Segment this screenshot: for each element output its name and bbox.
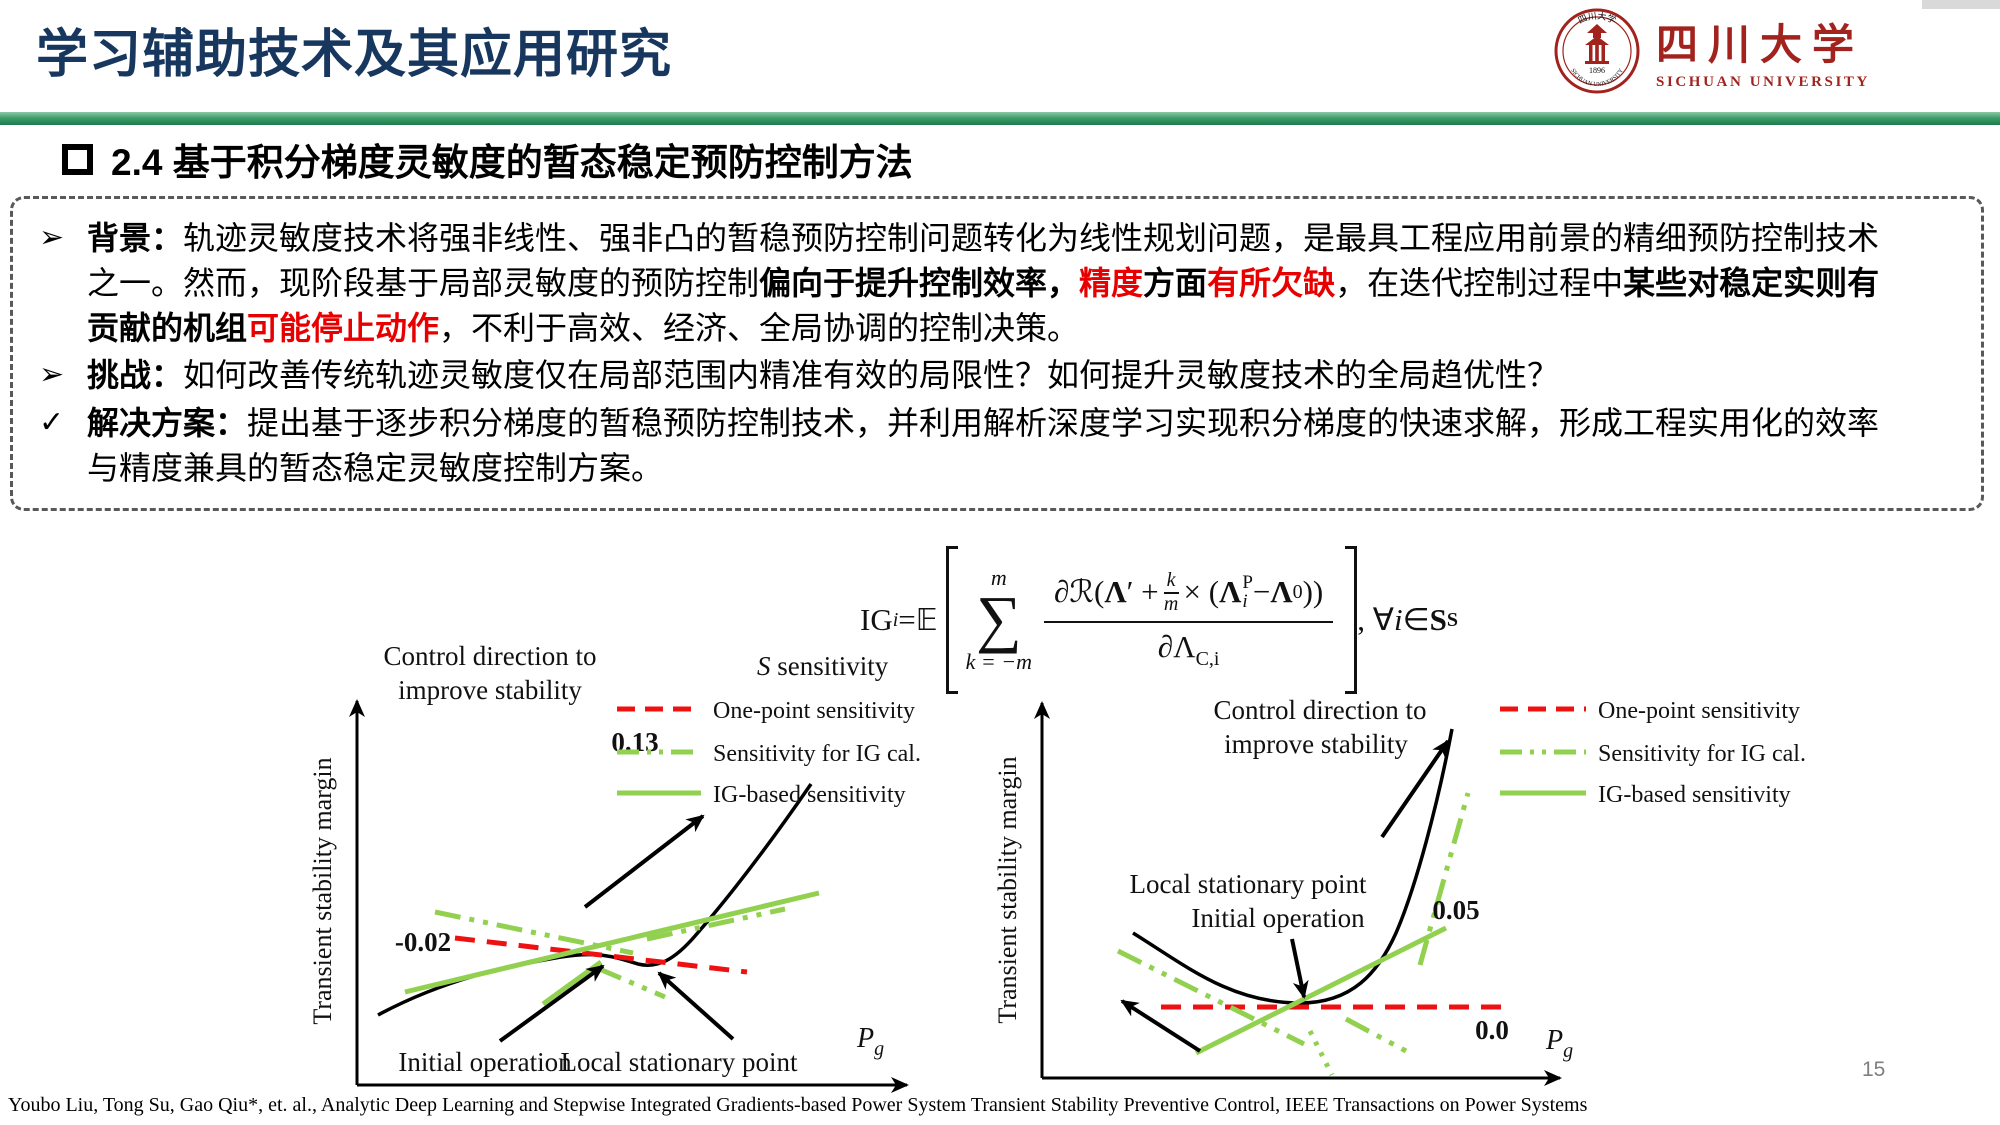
formula-lhs: IG bbox=[860, 602, 893, 637]
background-label: 背景： bbox=[87, 220, 184, 256]
stationary-point-label: Local stationary point bbox=[561, 1047, 798, 1077]
ig-cal-sensitivity-line bbox=[434, 909, 634, 956]
background-text-red: 可能停止动作 bbox=[247, 309, 440, 346]
decrease-direction-arrow bbox=[1120, 999, 1202, 1053]
control-direction-label: improve stability bbox=[398, 675, 582, 705]
background-text: ，在迭代控制过程中 bbox=[1335, 264, 1624, 301]
expectation-symbol: 𝔼 bbox=[915, 602, 938, 638]
control-direction-label: Control direction to bbox=[1214, 695, 1427, 725]
left-sensitivity-chart: Transient stability margin Pg Control di… bbox=[308, 641, 921, 1093]
y-axis-label: Transient stability margin bbox=[308, 757, 337, 1024]
ig-based-sensitivity-line bbox=[1194, 925, 1448, 1056]
right-sensitivity-chart: Transient stability margin Pg Control di… bbox=[993, 695, 1806, 1086]
header-divider-bar bbox=[0, 112, 2000, 125]
background-text-bold: 方面 bbox=[1143, 264, 1208, 301]
ig-cal-sensitivity-line bbox=[646, 906, 786, 942]
solution-text: 提出基于逐步积分梯度的暂稳预防控制技术，并利用解析深度学习实现积分梯度的快速求解… bbox=[247, 405, 1880, 442]
window-edge-artifact bbox=[1922, 0, 2000, 9]
one-point-sensitivity-line bbox=[454, 935, 748, 975]
stationary-point-label: Local stationary point bbox=[1130, 869, 1367, 899]
legend-label: Sensitivity for IG cal. bbox=[1598, 741, 1806, 767]
control-direction-arrow bbox=[1380, 739, 1450, 839]
list-item-challenge: ➢ 挑战：如何改善传统轨迹灵敏度仅在局部范围内精准有效的局限性？如何提升灵敏度技… bbox=[39, 353, 1953, 398]
ig-value-label: 0.05 bbox=[1432, 895, 1479, 925]
ig-cal-sensitivity-line bbox=[1344, 1016, 1408, 1054]
initial-operation-arrow bbox=[498, 964, 605, 1043]
challenge-label: 挑战： bbox=[87, 357, 184, 394]
left-bracket bbox=[945, 546, 958, 694]
university-name-cn: 四川大学 bbox=[1656, 23, 1865, 69]
summation: m ∑ k = −m bbox=[965, 564, 1032, 675]
ig-cal-sensitivity-line bbox=[1417, 792, 1471, 966]
legend-label: Sensitivity for IG cal. bbox=[713, 741, 921, 767]
list-item-background: ➢ 背景：轨迹灵敏度技术将强非线性、强非凸的暂稳预防控制问题转化为线性规划问题，… bbox=[39, 216, 1953, 350]
section-bullet-square-icon bbox=[62, 143, 93, 175]
ig-based-sensitivity-line bbox=[404, 890, 820, 995]
section-heading: 2.4 基于积分梯度灵敏度的暂态稳定预防控制方法 bbox=[62, 132, 913, 186]
s-sensitivity-label: S sensitivity bbox=[757, 651, 889, 681]
summary-box: ➢ 背景：轨迹灵敏度技术将强非线性、强非凸的暂稳预防控制问题转化为线性规划问题，… bbox=[10, 196, 1984, 511]
check-bullet-icon: ✓ bbox=[39, 406, 65, 440]
background-text-bold: 贡献的机组 bbox=[87, 309, 248, 346]
arrow-bullet-icon: ➢ bbox=[39, 358, 65, 392]
background-text-bold: 某些对稳定实则有 bbox=[1623, 264, 1880, 301]
university-logo: 四川大学 SICHUAN UNIVERSITY 1896 四川大学 SICHUA… bbox=[1552, 6, 1870, 96]
section-title: 2.4 基于积分梯度灵敏度的暂态稳定预防控制方法 bbox=[111, 142, 913, 183]
background-text-red: 精度 bbox=[1079, 264, 1144, 301]
chart-legend: One-point sensitivity Sensitivity for IG… bbox=[617, 698, 921, 808]
background-text-red: 有所欠缺 bbox=[1207, 264, 1336, 301]
legend-label: IG-based sensitivity bbox=[1598, 782, 1791, 808]
citation: Youbo Liu, Tong Su, Gao Qiu*, et. al., A… bbox=[8, 1094, 1588, 1116]
ig-cal-sensitivity-line bbox=[1307, 1029, 1335, 1077]
university-seal-icon: 四川大学 SICHUAN UNIVERSITY 1896 bbox=[1554, 8, 1640, 94]
right-bracket bbox=[1345, 546, 1358, 694]
ig-based-sensitivity-line bbox=[541, 959, 603, 1007]
background-text: 轨迹灵敏度技术将强非线性、强非凸的暂稳预防控制问题转化为线性规划问题，是最具工程… bbox=[183, 220, 1880, 256]
arrow-bullet-icon: ➢ bbox=[39, 221, 65, 254]
background-text: 之一。然而，现阶段基于局部灵敏度的预防控制 bbox=[87, 264, 760, 301]
control-direction-label: Control direction to bbox=[384, 641, 597, 671]
legend-label: IG-based sensitivity bbox=[713, 782, 906, 808]
initial-operation-label: Initial operation bbox=[398, 1047, 572, 1077]
solution-text: 与精度兼具的暂态稳定灵敏度控制方案。 bbox=[87, 449, 664, 486]
x-axis-label: Pg bbox=[1545, 1025, 1573, 1062]
list-item-solution: ✓ 解决方案：提出基于逐步积分梯度的暂稳预防控制技术，并利用解析深度学习实现积分… bbox=[39, 401, 1953, 491]
x-axis-label: Pg bbox=[856, 1023, 884, 1060]
control-direction-arrow bbox=[583, 814, 705, 909]
seal-emblem-icon bbox=[1585, 24, 1609, 64]
seal-year: 1896 bbox=[1589, 66, 1605, 75]
page-title: 学习辅助技术及其应用研究 bbox=[36, 26, 673, 84]
legend-label: One-point sensitivity bbox=[713, 698, 915, 724]
y-axis-label: Transient stability margin bbox=[993, 756, 1022, 1023]
control-direction-label: improve stability bbox=[1224, 729, 1408, 759]
solution-label: 解决方案： bbox=[87, 405, 248, 442]
page-number: 15 bbox=[1862, 1058, 1886, 1081]
stationary-point-arrow bbox=[1290, 938, 1309, 999]
challenge-text: 如何改善传统轨迹灵敏度仅在局部范围内精准有效的局限性？如何提升灵敏度技术的全局趋… bbox=[183, 357, 1560, 394]
ig-cal-sensitivity-line bbox=[1116, 948, 1306, 1047]
background-text: ，不利于高效、经济、全局协调的控制决策。 bbox=[439, 309, 1080, 346]
background-text-bold: 偏向于提升控制效率， bbox=[759, 264, 1080, 301]
ig-cal-sensitivity-line bbox=[596, 965, 666, 1000]
chart-legend: One-point sensitivity Sensitivity for IG… bbox=[1500, 698, 1806, 808]
one-point-value-label: -0.02 bbox=[395, 927, 451, 957]
one-point-value-label: 0.0 bbox=[1475, 1015, 1509, 1045]
true-margin-curve bbox=[1132, 728, 1454, 1005]
university-name-en: SICHUAN UNIVERSITY bbox=[1656, 74, 1870, 90]
stationary-point-arrow bbox=[657, 971, 735, 1041]
legend-label: One-point sensitivity bbox=[1598, 698, 1800, 724]
initial-operation-label: Initial operation bbox=[1191, 903, 1365, 933]
